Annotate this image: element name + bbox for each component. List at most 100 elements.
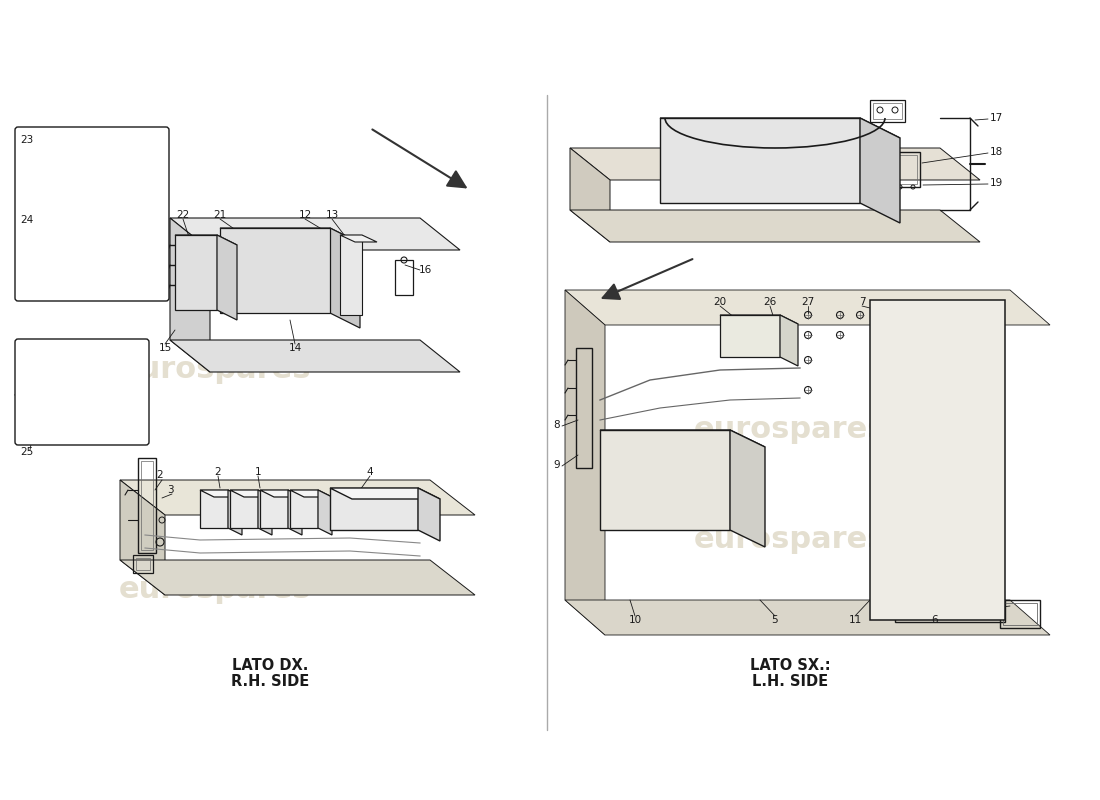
Bar xyxy=(88,190,110,204)
Text: 5: 5 xyxy=(772,615,779,625)
Text: 1: 1 xyxy=(255,467,262,477)
Text: 10: 10 xyxy=(628,615,641,625)
Polygon shape xyxy=(200,490,242,497)
Text: 7: 7 xyxy=(859,297,866,307)
Text: 17: 17 xyxy=(990,113,1003,123)
Polygon shape xyxy=(175,235,217,310)
Text: eurospares: eurospares xyxy=(694,295,887,325)
Bar xyxy=(878,155,917,184)
Bar xyxy=(138,458,156,553)
Bar xyxy=(390,490,412,510)
Polygon shape xyxy=(170,218,210,372)
Bar xyxy=(133,555,153,573)
Text: LATO SX.:: LATO SX.: xyxy=(750,658,830,673)
Bar xyxy=(78,151,100,163)
Polygon shape xyxy=(230,490,258,528)
Text: 9: 9 xyxy=(553,460,560,470)
Text: 21: 21 xyxy=(213,210,227,220)
Text: 18: 18 xyxy=(990,147,1003,157)
Polygon shape xyxy=(120,480,475,515)
Polygon shape xyxy=(260,490,288,528)
Polygon shape xyxy=(220,228,360,243)
Polygon shape xyxy=(720,315,780,357)
Polygon shape xyxy=(120,560,475,595)
Bar xyxy=(1003,603,1037,625)
Polygon shape xyxy=(170,340,460,372)
Polygon shape xyxy=(720,315,798,324)
Polygon shape xyxy=(290,490,332,497)
Polygon shape xyxy=(220,228,330,313)
Polygon shape xyxy=(170,218,460,250)
Polygon shape xyxy=(120,480,165,595)
Text: 24: 24 xyxy=(20,215,33,225)
Polygon shape xyxy=(730,430,764,547)
Polygon shape xyxy=(340,235,377,242)
Polygon shape xyxy=(288,490,302,535)
Text: 22: 22 xyxy=(176,210,189,220)
Bar xyxy=(141,461,153,550)
Bar xyxy=(898,603,1002,619)
Polygon shape xyxy=(570,148,611,242)
Polygon shape xyxy=(660,118,900,138)
Bar xyxy=(874,305,1000,615)
Polygon shape xyxy=(660,118,860,203)
Text: 6: 6 xyxy=(932,615,938,625)
Bar xyxy=(136,558,150,570)
FancyBboxPatch shape xyxy=(15,339,149,445)
Polygon shape xyxy=(570,210,980,242)
Text: eurospares: eurospares xyxy=(119,575,311,605)
Text: 25: 25 xyxy=(20,447,33,457)
Polygon shape xyxy=(860,118,900,223)
FancyBboxPatch shape xyxy=(15,127,169,301)
Polygon shape xyxy=(600,430,764,447)
Text: 4: 4 xyxy=(366,467,373,477)
Polygon shape xyxy=(330,228,360,328)
Polygon shape xyxy=(340,235,362,315)
Text: LATO DX.: LATO DX. xyxy=(232,658,308,673)
Polygon shape xyxy=(330,488,440,499)
Bar xyxy=(874,152,920,187)
Text: 12: 12 xyxy=(298,210,311,220)
Text: 2: 2 xyxy=(156,470,163,480)
Text: 11: 11 xyxy=(848,615,861,625)
Polygon shape xyxy=(200,490,228,528)
Bar xyxy=(870,100,905,122)
Text: 3: 3 xyxy=(167,485,174,495)
Text: 27: 27 xyxy=(802,297,815,307)
Bar xyxy=(36,362,116,416)
Polygon shape xyxy=(228,490,242,535)
Text: 23: 23 xyxy=(20,135,33,145)
Bar xyxy=(395,260,412,295)
Polygon shape xyxy=(318,490,332,535)
Polygon shape xyxy=(780,315,798,366)
Text: eurospares: eurospares xyxy=(694,415,887,445)
Polygon shape xyxy=(418,488,440,541)
Text: eurospares: eurospares xyxy=(119,475,311,505)
Bar xyxy=(75,148,103,166)
Text: 26: 26 xyxy=(763,297,777,307)
Text: 20: 20 xyxy=(714,297,727,307)
Polygon shape xyxy=(565,290,605,635)
Polygon shape xyxy=(290,490,318,528)
Polygon shape xyxy=(330,488,418,530)
Polygon shape xyxy=(870,300,1005,620)
Text: eurospares: eurospares xyxy=(694,526,887,554)
Polygon shape xyxy=(570,148,980,180)
Polygon shape xyxy=(600,430,730,530)
Text: eurospares: eurospares xyxy=(119,355,311,385)
Bar xyxy=(895,600,1005,622)
Bar xyxy=(1000,600,1040,628)
Polygon shape xyxy=(565,290,1050,325)
Text: 19: 19 xyxy=(990,178,1003,188)
Text: 13: 13 xyxy=(326,210,339,220)
Bar xyxy=(32,358,120,420)
Polygon shape xyxy=(258,490,272,535)
Bar xyxy=(873,103,902,119)
Bar xyxy=(576,348,592,468)
Text: 15: 15 xyxy=(158,343,172,353)
Polygon shape xyxy=(230,490,272,497)
Polygon shape xyxy=(217,235,236,320)
Text: 2: 2 xyxy=(214,467,221,477)
Polygon shape xyxy=(565,600,1050,635)
Text: R.H. SIDE: R.H. SIDE xyxy=(231,674,309,690)
